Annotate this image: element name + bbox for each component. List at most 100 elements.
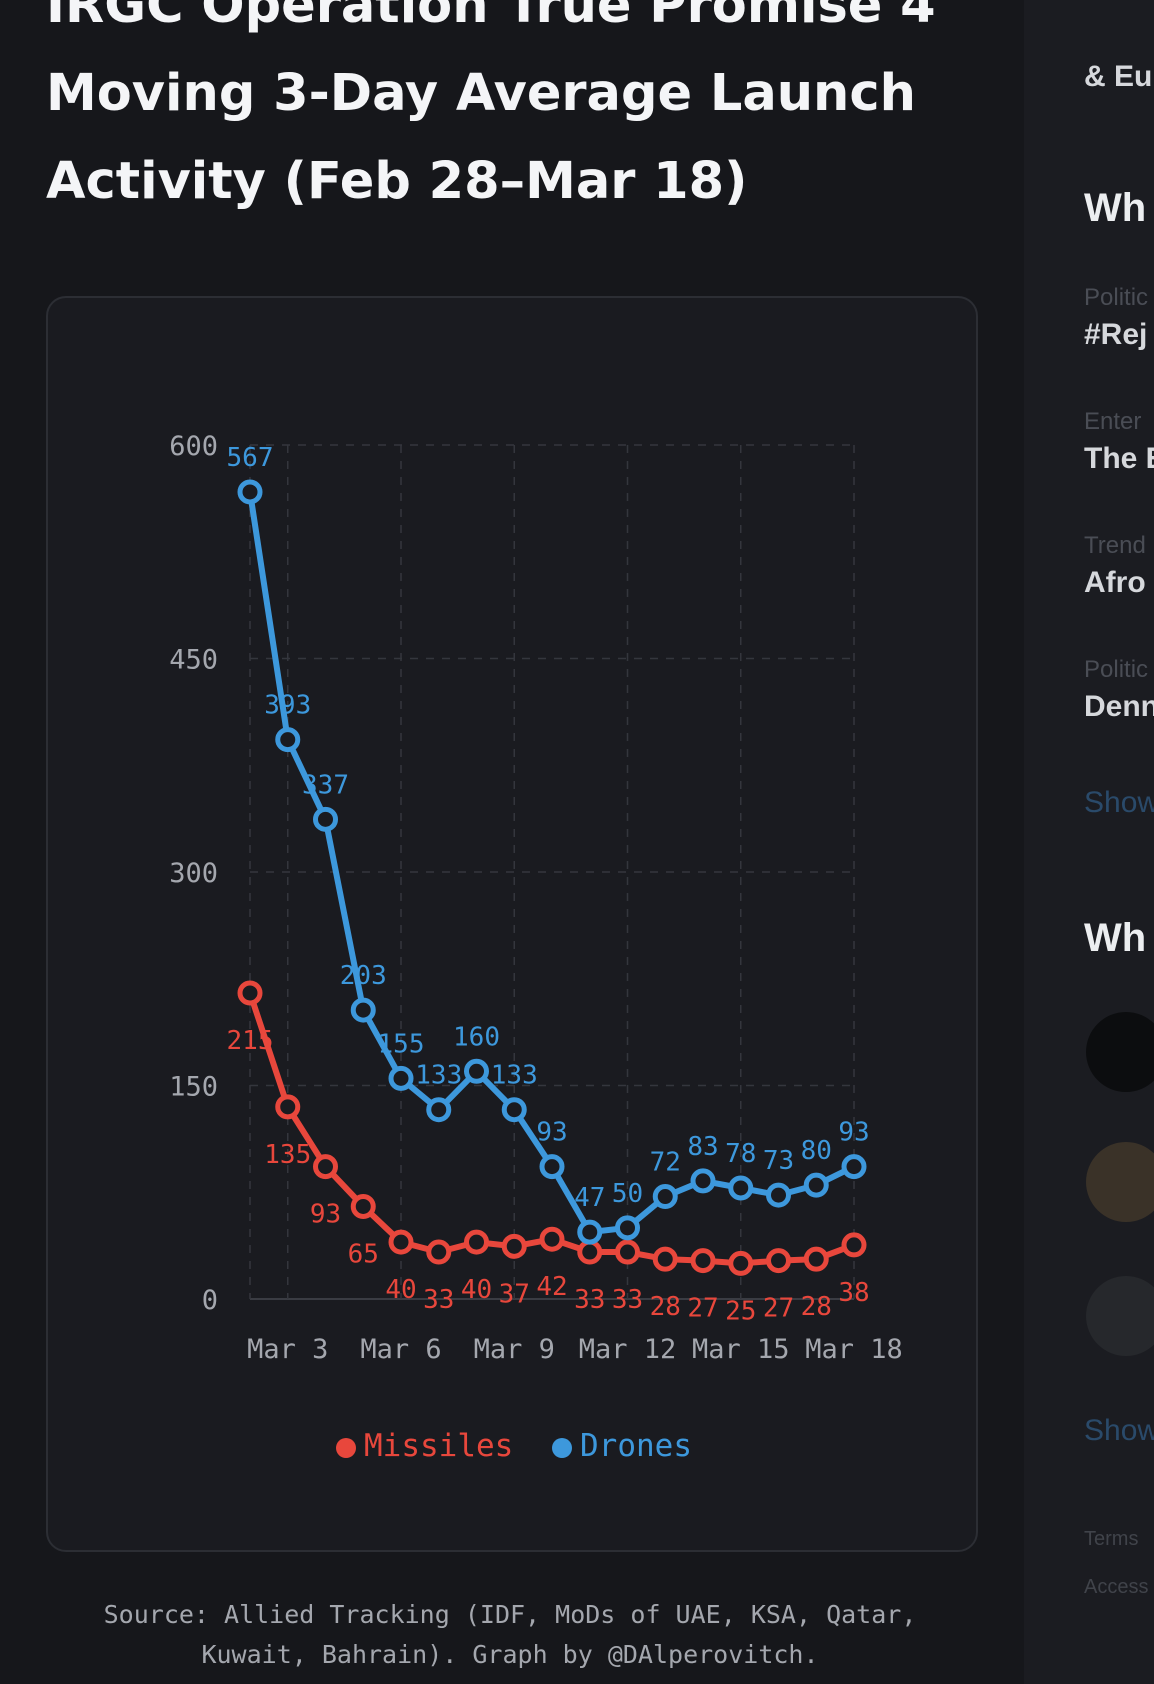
drones-point [577, 1219, 603, 1245]
x-tick-label: Mar 6 [360, 1334, 441, 1365]
missiles-data-label: 40 [385, 1275, 416, 1305]
drones-data-label: 73 [763, 1146, 794, 1176]
y-tick-label: 0 [202, 1285, 218, 1316]
missiles-data-label: 135 [264, 1140, 311, 1170]
sidebar-heading: Wh [1084, 916, 1147, 960]
sidebar-fragment[interactable]: & Eu [1084, 60, 1153, 93]
drones-data-label: 160 [453, 1022, 500, 1052]
avatar[interactable] [1086, 1142, 1154, 1222]
terms-link[interactable]: Terms [1084, 1528, 1139, 1550]
sidebar-category: Enter [1084, 408, 1142, 435]
sidebar-trend[interactable]: Denn [1084, 690, 1154, 723]
missiles-point [275, 1094, 301, 1120]
legend-drones-label: Drones [580, 1428, 692, 1464]
missiles-point [841, 1232, 867, 1258]
y-tick-label: 300 [169, 858, 218, 889]
trends-sidebar: & Eu Wh Politic #Rej Enter The E Trend A… [1024, 0, 1154, 1684]
x-tick-label: Mar 18 [805, 1334, 903, 1365]
drones-data-label: 80 [801, 1136, 832, 1166]
title-line-3: Activity (Feb 28–Mar 18) [46, 152, 748, 211]
missiles-point [501, 1233, 527, 1259]
missiles-data-label: 65 [348, 1239, 379, 1269]
missiles-data-label: 38 [838, 1278, 869, 1308]
legend-missiles: Missiles [336, 1428, 513, 1464]
missiles-data-label: 40 [461, 1275, 492, 1305]
show-more-link[interactable]: Show [1084, 1414, 1154, 1447]
drones-point [350, 997, 376, 1023]
drones-data-label: 93 [838, 1118, 869, 1148]
missiles-point [388, 1229, 414, 1255]
x-tick-label: Mar 12 [579, 1334, 677, 1365]
drones-data-label: 155 [378, 1029, 425, 1059]
missiles-data-label: 93 [310, 1200, 341, 1230]
x-tick-label: Mar 15 [692, 1334, 790, 1365]
drones-point [728, 1175, 754, 1201]
drones-data-label: 337 [302, 770, 349, 800]
missiles-data-label: 25 [725, 1296, 756, 1326]
drones-point [615, 1215, 640, 1241]
source-line-1: Source: Allied Tracking (IDF, MoDs of UA… [103, 1600, 917, 1629]
drones-point [501, 1097, 527, 1123]
chart-legend: Missiles Drones [48, 1428, 980, 1464]
missiles-data-label: 27 [763, 1294, 794, 1324]
drones-data-label: 567 [227, 443, 274, 473]
accessibility-link[interactable]: Access [1084, 1576, 1149, 1598]
drones-data-label: 203 [340, 961, 387, 991]
main-column: IRGC Operation True Promise 4 Moving 3-D… [46, 0, 978, 1669]
drones-point [464, 1058, 489, 1084]
y-tick-label: 150 [169, 1072, 218, 1103]
missiles-point [652, 1246, 678, 1272]
chart-card: 0 150 300 450 600 Mar 3 Mar 6 Mar 9 Mar 12 Mar 15… [46, 296, 978, 1552]
drones-point [766, 1182, 791, 1208]
sidebar-trend[interactable]: Afro [1084, 566, 1146, 599]
missiles-point [577, 1239, 603, 1265]
drones-data-label: 50 [612, 1179, 643, 1209]
source-line-2: Kuwait, Bahrain). Graph by @DAlperovitch… [201, 1640, 819, 1669]
missiles-data-label: 28 [650, 1292, 681, 1322]
legend-drones-swatch [552, 1437, 572, 1458]
missiles-data-label: 27 [687, 1294, 718, 1324]
drones-data-label: 47 [574, 1183, 605, 1213]
sidebar-category: Politic [1084, 284, 1149, 311]
avatar[interactable] [1086, 1012, 1154, 1092]
drones-data-label: 83 [687, 1132, 718, 1162]
drones-data-label: 78 [725, 1139, 756, 1169]
title-line-1: IRGC Operation True Promise 4 [46, 0, 936, 35]
sidebar-trend[interactable]: #Rej [1084, 318, 1148, 351]
sidebar-category: Politic [1084, 656, 1149, 683]
drones-data-label: 133 [491, 1061, 538, 1091]
legend-drones: Drones [552, 1428, 692, 1464]
drones-data-label: 133 [415, 1061, 462, 1091]
missiles-data-label: 33 [612, 1285, 643, 1315]
missiles-point [313, 1154, 338, 1180]
drones-point [539, 1154, 565, 1180]
drones-data-label: 93 [536, 1118, 567, 1148]
drones-point [275, 727, 301, 753]
missiles-point [464, 1229, 489, 1255]
missiles-data-label: 28 [801, 1292, 832, 1322]
avatar[interactable] [1086, 1276, 1154, 1356]
missiles-point [728, 1250, 754, 1276]
drones-point [803, 1172, 829, 1198]
legend-missiles-swatch [336, 1437, 357, 1458]
drones-point [388, 1065, 414, 1091]
drones-data-label: 393 [264, 691, 311, 721]
drones-data-label: 72 [650, 1148, 681, 1178]
drones-point [652, 1184, 678, 1210]
legend-missiles-label: Missiles [364, 1428, 514, 1464]
missiles-data-label: 37 [499, 1279, 530, 1309]
drones-point [841, 1154, 867, 1180]
y-tick-label: 600 [169, 431, 218, 462]
show-more-link[interactable]: Show [1084, 786, 1154, 819]
title-line-2: Moving 3-Day Average Launch [46, 64, 916, 123]
missiles-data-label: 42 [536, 1272, 567, 1302]
missiles-point [766, 1248, 791, 1274]
missiles-point [539, 1226, 565, 1252]
missiles-data-label: 33 [423, 1285, 454, 1315]
missiles-point [615, 1239, 640, 1265]
sidebar-trend[interactable]: The E [1084, 442, 1154, 475]
y-tick-label: 450 [169, 645, 218, 676]
x-tick-label: Mar 9 [474, 1334, 555, 1365]
chart-title: IRGC Operation True Promise 4 Moving 3-D… [46, 0, 946, 226]
